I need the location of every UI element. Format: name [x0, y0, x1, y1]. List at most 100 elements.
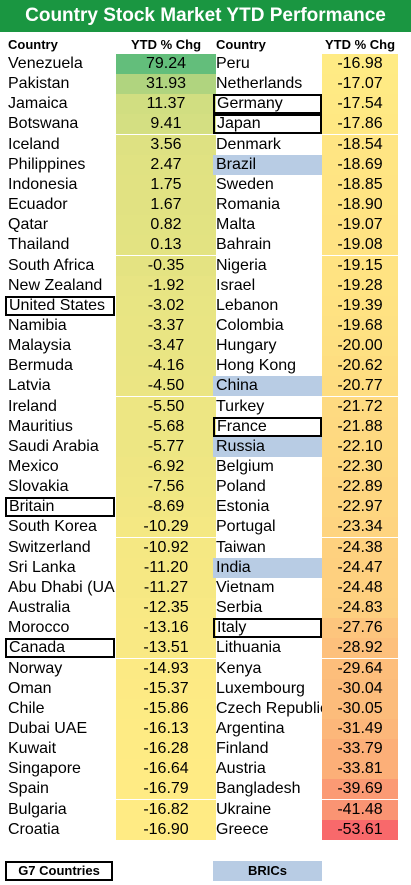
value-cell: -33.81 — [322, 759, 398, 779]
value-cell: -53.61 — [322, 820, 398, 840]
country-cell: United States — [5, 296, 115, 316]
value-cell: 3.56 — [116, 135, 216, 155]
value-cell: -10.29 — [116, 517, 216, 537]
value-cell: -17.07 — [322, 74, 398, 94]
value-cell: -16.28 — [116, 739, 216, 759]
value-cell: -20.77 — [322, 376, 398, 396]
value-cell: -28.92 — [322, 638, 398, 658]
country-cell: Britain — [5, 497, 115, 517]
value-cell: 0.13 — [116, 235, 216, 255]
value-cell: -18.90 — [322, 195, 398, 215]
value-cell: -7.56 — [116, 477, 216, 497]
country-cell: Germany — [213, 94, 322, 114]
value-cell: -24.47 — [322, 558, 398, 578]
country-cell: Lithuania — [216, 639, 281, 656]
value-cell: -16.90 — [116, 820, 216, 840]
country-cell: Mauritius — [8, 418, 73, 435]
country-cell: Singapore — [8, 760, 81, 777]
country-cell: Slovakia — [8, 478, 69, 495]
value-cell: -20.62 — [322, 356, 398, 376]
country-cell: Thailand — [8, 236, 70, 253]
country-cell: Sri Lanka — [8, 559, 76, 576]
country-cell: Belgium — [216, 458, 274, 475]
value-cell: -17.54 — [322, 94, 398, 114]
value-cell: -24.48 — [322, 578, 398, 598]
country-cell: Qatar — [8, 216, 49, 233]
value-cell: 31.93 — [116, 74, 216, 94]
country-cell: Taiwan — [216, 539, 266, 556]
country-cell: Luxembourg — [216, 680, 305, 697]
country-cell: Japan — [213, 114, 322, 134]
value-cell: -11.27 — [116, 578, 216, 598]
value-cell: -22.89 — [322, 477, 398, 497]
value-cell: -24.83 — [322, 598, 398, 618]
country-cell: Peru — [216, 55, 250, 72]
column-header-value-left: YTD % Chg — [130, 37, 202, 52]
country-cell: Croatia — [8, 821, 60, 838]
country-cell: Greece — [216, 821, 269, 838]
value-cell: -13.51 — [116, 638, 216, 658]
country-cell: Mexico — [8, 458, 59, 475]
value-cell: -41.48 — [322, 800, 398, 820]
country-cell: Vietnam — [216, 579, 275, 596]
country-cell: South Korea — [8, 518, 97, 535]
country-cell: Spain — [8, 780, 49, 797]
value-cell: -15.86 — [116, 699, 216, 719]
value-cell: -31.49 — [322, 719, 398, 739]
value-cell: -5.50 — [116, 397, 216, 417]
country-cell: Brazil — [213, 155, 322, 175]
value-cell: -29.64 — [322, 659, 398, 679]
country-cell: Austria — [216, 760, 266, 777]
legend-bric: BRICs — [213, 861, 322, 881]
value-cell: -11.20 — [116, 558, 216, 578]
country-cell: Serbia — [216, 599, 263, 616]
value-cell: -14.93 — [116, 659, 216, 679]
country-cell: Bahrain — [216, 236, 272, 253]
country-cell: Malaysia — [8, 337, 72, 354]
value-cell: -19.08 — [322, 235, 398, 255]
country-cell: Turkey — [216, 398, 265, 415]
value-cell: 1.67 — [116, 195, 216, 215]
country-cell: Hungary — [216, 337, 277, 354]
country-cell: Iceland — [8, 136, 60, 153]
country-cell: Colombia — [216, 317, 284, 334]
country-cell: Hong Kong — [216, 357, 297, 374]
value-cell: -19.15 — [322, 256, 398, 276]
value-cell: -8.69 — [116, 497, 216, 517]
value-cell: -20.00 — [322, 336, 398, 356]
value-cell: -22.10 — [322, 437, 398, 457]
country-cell: Romania — [216, 196, 281, 213]
country-cell: New Zealand — [8, 277, 103, 294]
country-cell: France — [213, 417, 322, 437]
country-cell: Israel — [216, 277, 256, 294]
value-cell: 2.47 — [116, 155, 216, 175]
country-cell: Sweden — [216, 176, 274, 193]
country-cell: Malta — [216, 216, 256, 233]
value-cell: -18.69 — [322, 155, 398, 175]
value-cell: 11.37 — [116, 94, 216, 114]
value-cell: -16.98 — [322, 54, 398, 74]
column-header-country-left: Country — [8, 37, 58, 52]
country-cell: China — [213, 376, 322, 396]
country-cell: Morocco — [8, 619, 70, 636]
value-cell: -17.86 — [322, 114, 398, 134]
country-cell: Abu Dhabi (UAE) — [8, 579, 131, 596]
chart-title: Country Stock Market YTD Performance — [0, 0, 411, 32]
value-cell: -18.54 — [322, 135, 398, 155]
value-cell: -10.92 — [116, 538, 216, 558]
value-cell: 79.24 — [116, 54, 216, 74]
value-cell: -30.05 — [322, 699, 398, 719]
value-cell: -4.16 — [116, 356, 216, 376]
country-cell: Pakistan — [8, 75, 70, 92]
value-cell: -1.92 — [116, 276, 216, 296]
country-cell: Oman — [8, 680, 52, 697]
value-cell: 1.75 — [116, 175, 216, 195]
country-cell: Estonia — [216, 498, 270, 515]
value-cell: -19.07 — [322, 215, 398, 235]
country-cell: Portugal — [216, 518, 276, 535]
value-cell: -21.72 — [322, 397, 398, 417]
value-cell: -5.77 — [116, 437, 216, 457]
country-cell: Kenya — [216, 660, 262, 677]
value-cell: -12.35 — [116, 598, 216, 618]
country-cell: Bangladesh — [216, 780, 301, 797]
